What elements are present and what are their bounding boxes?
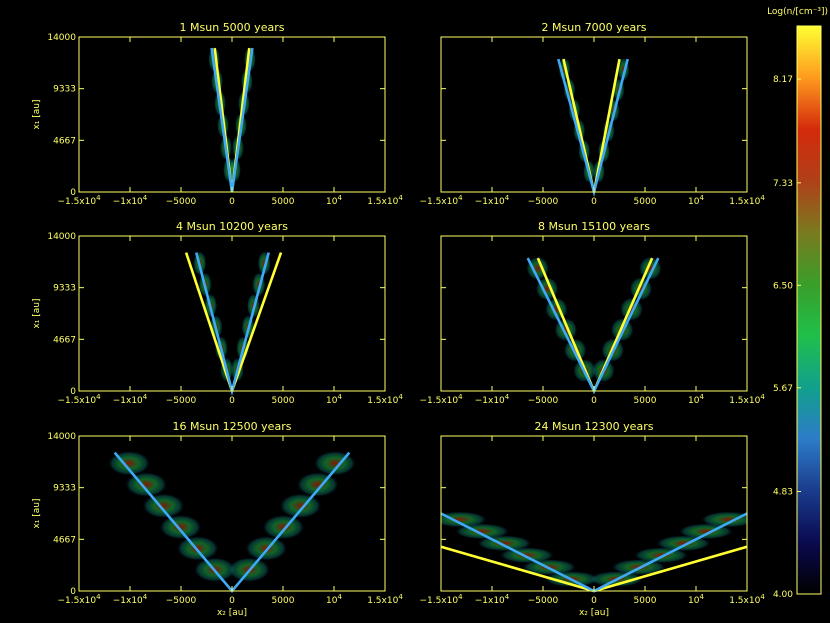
- y-tick-label: 14000: [47, 232, 76, 242]
- panel-title: 2 Msun 7000 years: [542, 21, 647, 34]
- x-tick-label: −1x104: [113, 593, 148, 606]
- x-tick-label: −1x104: [475, 593, 510, 606]
- y-axis-label: x₁ [au]: [32, 498, 42, 528]
- x-tick-label: 1.5x104: [367, 593, 403, 606]
- colorbar-title: Log(n/[cm⁻³]): [767, 7, 828, 17]
- x-tick-label: 1.5x104: [367, 393, 403, 406]
- series-line-1: [440, 545, 748, 593]
- x-tick-label: 5000: [272, 596, 295, 606]
- x-tick-label: 5000: [272, 197, 295, 207]
- colorbar-tick-label: 4.83: [773, 488, 793, 498]
- x-tick-label: −1.5x104: [419, 194, 463, 207]
- colorbar: Log(n/[cm⁻³]) 4.00 4.83 5.67 6.50 7.33 8.17: [767, 7, 828, 600]
- y-tick-label: 14000: [47, 33, 76, 43]
- panels: 1 Msun 5000 years −1.5x104 −1x104 −5000 0 500…: [32, 21, 765, 618]
- y-axis-label: x₁ [au]: [32, 298, 42, 328]
- panel-title: 1 Msun 5000 years: [180, 21, 285, 34]
- x-tick-label: −5000: [528, 396, 559, 406]
- x-tick-label: 1.5x104: [729, 593, 765, 606]
- x-axis-label: x₂ [au]: [217, 608, 247, 618]
- colorbar-tick-label: 6.50: [773, 281, 793, 291]
- colorbar-tick-label: 5.67: [773, 384, 793, 394]
- x-tick-label: −5000: [528, 596, 559, 606]
- y-tick-label: 9333: [53, 484, 76, 494]
- x-tick-label: −1.5x104: [57, 194, 101, 207]
- x-tick-label: 1.5x104: [729, 393, 765, 406]
- x-tick-label: −5000: [166, 396, 197, 406]
- panel-2: 2 Msun 7000 years −1.5x104 −1x104 −5000 0 500…: [419, 21, 765, 207]
- x-tick-label: 5000: [272, 396, 295, 406]
- x-tick-label: 104: [688, 393, 704, 406]
- x-tick-label: 104: [688, 194, 704, 207]
- x-tick-label: −1.5x104: [419, 593, 463, 606]
- x-tick-label: 104: [326, 194, 342, 207]
- x-tick-label: 104: [326, 593, 342, 606]
- x-tick-label: −5000: [528, 197, 559, 207]
- y-tick-label: 4667: [53, 136, 76, 146]
- colorbar-scale: [796, 25, 822, 595]
- y-tick-label: 0: [70, 188, 76, 198]
- y-tick-label: 0: [70, 387, 76, 397]
- y-tick-label: 9333: [53, 85, 76, 95]
- x-axis-label: x₂ [au]: [579, 608, 609, 618]
- panel-title: 8 Msun 15100 years: [538, 220, 650, 233]
- x-tick-label: 5000: [634, 596, 657, 606]
- y-axis-label: x₁ [au]: [32, 99, 42, 129]
- plot-frame: [440, 435, 748, 592]
- x-tick-label: −5000: [166, 596, 197, 606]
- x-tick-label: −1x104: [113, 194, 148, 207]
- x-tick-label: −1.5x104: [57, 593, 101, 606]
- panel-3: 4 Msun 10200 years −1.5x104 −1x104 −5000 0 50…: [32, 220, 403, 406]
- y-tick-label: 0: [70, 587, 76, 597]
- y-tick-label: 4667: [53, 335, 76, 345]
- x-tick-label: 0: [591, 596, 597, 606]
- x-tick-label: 104: [326, 393, 342, 406]
- panel-6: 24 Msun 12300 years −1.5x104 −1x104 −5000 0 5…: [419, 420, 765, 618]
- x-tick-label: 5000: [634, 197, 657, 207]
- y-tick-label: 9333: [53, 284, 76, 294]
- panel-title: 4 Msun 10200 years: [176, 220, 288, 233]
- x-tick-label: −1x104: [475, 393, 510, 406]
- colorbar-tick-label: 4.00: [773, 590, 793, 600]
- x-tick-label: 1.5x104: [729, 194, 765, 207]
- y-tick-label: 14000: [47, 432, 76, 442]
- y-tick-label: 4667: [53, 535, 76, 545]
- panel-title: 16 Msun 12500 years: [173, 420, 292, 433]
- density-field: [441, 511, 747, 588]
- x-tick-label: −5000: [166, 197, 197, 207]
- x-tick-label: −1x104: [475, 194, 510, 207]
- panel-title: 24 Msun 12300 years: [535, 420, 654, 433]
- x-tick-label: 0: [229, 596, 235, 606]
- x-tick-label: −1x104: [113, 393, 148, 406]
- panel-5: 16 Msun 12500 years −1.5x104 −1x104 −5000 0 5…: [32, 420, 403, 618]
- density-field: [108, 450, 356, 583]
- colorbar-tick-label: 7.33: [773, 179, 793, 189]
- density-field: [558, 57, 630, 184]
- x-tick-label: 5000: [634, 396, 657, 406]
- colorbar-tick-label: 8.17: [773, 75, 793, 85]
- x-tick-label: 0: [591, 197, 597, 207]
- x-tick-label: 104: [688, 593, 704, 606]
- x-tick-label: −1.5x104: [57, 393, 101, 406]
- x-tick-label: 0: [591, 396, 597, 406]
- x-tick-label: 0: [229, 197, 235, 207]
- panel-1: 1 Msun 5000 years −1.5x104 −1x104 −5000 0 500…: [32, 21, 403, 207]
- x-tick-label: 1.5x104: [367, 194, 403, 207]
- x-tick-label: 0: [229, 396, 235, 406]
- x-tick-label: −1.5x104: [419, 393, 463, 406]
- panel-4: 8 Msun 15100 years −1.5x104 −1x104 −5000 0 50…: [419, 220, 765, 406]
